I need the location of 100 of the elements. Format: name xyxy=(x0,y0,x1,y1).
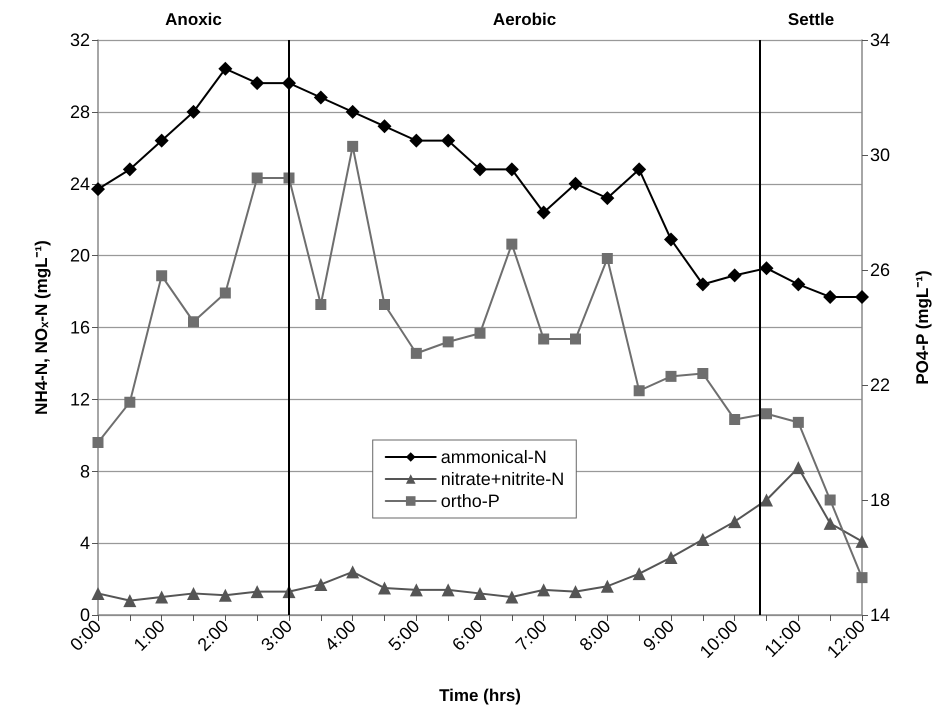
text: Settle xyxy=(788,10,834,29)
point xyxy=(823,290,838,304)
y2-tick-label: 30 xyxy=(870,145,890,165)
point xyxy=(760,261,774,276)
point xyxy=(568,176,582,191)
point xyxy=(250,585,264,598)
point xyxy=(791,277,806,292)
point xyxy=(218,588,232,602)
point xyxy=(410,348,422,359)
point xyxy=(537,583,550,596)
point xyxy=(186,104,200,119)
point xyxy=(441,134,456,148)
point xyxy=(410,583,423,596)
point xyxy=(602,253,613,264)
y-tick-label: 0 xyxy=(80,605,90,625)
point xyxy=(442,583,455,596)
point xyxy=(761,408,772,420)
text: Aerobic xyxy=(492,10,556,29)
point xyxy=(347,140,358,152)
point xyxy=(474,328,486,339)
point xyxy=(634,385,645,396)
point xyxy=(92,586,104,600)
point xyxy=(760,494,773,506)
point xyxy=(856,572,868,584)
point xyxy=(473,162,487,176)
point xyxy=(154,134,169,148)
point xyxy=(600,580,614,593)
point xyxy=(409,134,424,148)
text: Anoxic xyxy=(165,10,222,29)
point xyxy=(824,516,837,530)
point xyxy=(250,76,264,90)
point xyxy=(92,437,104,448)
y-tick-label: 8 xyxy=(80,461,90,482)
point xyxy=(536,206,551,220)
point xyxy=(442,336,454,348)
y-tick-label: 28 xyxy=(70,102,90,122)
point xyxy=(218,62,232,76)
point xyxy=(379,299,390,310)
legend-label: ammonical-N xyxy=(440,447,547,467)
point xyxy=(600,191,614,206)
point xyxy=(696,533,710,546)
point xyxy=(122,162,137,176)
x-tick-label: 9:00 xyxy=(639,616,678,655)
y-tick-label: 24 xyxy=(70,174,90,194)
y2-tick-label: 22 xyxy=(870,375,890,395)
point xyxy=(187,586,200,600)
point xyxy=(697,368,708,379)
y-tick-label: 16 xyxy=(70,318,90,338)
point xyxy=(346,104,360,119)
point xyxy=(664,232,678,246)
point xyxy=(569,585,582,598)
point xyxy=(824,494,836,506)
x-tick-label: 3:00 xyxy=(257,616,296,655)
point xyxy=(792,416,804,428)
point xyxy=(728,268,742,282)
point xyxy=(504,162,519,176)
y2-tick-label: 34 xyxy=(870,30,890,50)
point xyxy=(570,334,581,344)
point xyxy=(505,590,518,604)
point xyxy=(91,182,105,196)
point xyxy=(474,586,486,600)
x-tick-label: 1:00 xyxy=(130,616,169,655)
point xyxy=(632,162,646,176)
point xyxy=(538,334,550,344)
point xyxy=(155,590,168,604)
x-tick-label: 6:00 xyxy=(448,616,488,655)
point xyxy=(506,238,518,250)
x-tick-label: 7:00 xyxy=(512,616,551,655)
point xyxy=(156,270,168,282)
point xyxy=(123,594,136,608)
point xyxy=(696,277,710,292)
y2-tick-label: 18 xyxy=(870,490,890,510)
point xyxy=(220,288,231,298)
legend-label: ortho-P xyxy=(440,491,500,511)
point xyxy=(314,90,328,104)
point xyxy=(729,414,740,425)
point xyxy=(378,582,391,595)
y-tick-label: 4 xyxy=(80,533,90,554)
point xyxy=(632,567,646,580)
x-tick-label: 4:00 xyxy=(320,616,360,655)
point xyxy=(188,316,199,328)
point xyxy=(728,515,742,528)
point xyxy=(792,461,805,474)
y-tick-label: 32 xyxy=(70,30,90,50)
y-axis-title: NH4-N, NOₓ-N (mgL⁻¹) xyxy=(32,240,51,415)
point xyxy=(252,172,263,184)
x-tick-label: 5:00 xyxy=(384,616,424,655)
x-axis-title: Time (hrs) xyxy=(439,686,521,705)
point xyxy=(664,551,678,564)
y2-tick-label: 14 xyxy=(870,605,890,625)
point xyxy=(314,578,328,591)
point xyxy=(346,565,360,578)
legend-label: nitrate+nitrite-N xyxy=(440,469,564,489)
point xyxy=(124,396,136,408)
y2-tick-label: 26 xyxy=(870,260,890,280)
y-tick-label: 12 xyxy=(70,389,90,410)
point xyxy=(856,534,868,548)
point xyxy=(315,299,326,310)
x-tick-label: 8:00 xyxy=(576,616,614,655)
y-tick-label: 20 xyxy=(70,246,90,266)
